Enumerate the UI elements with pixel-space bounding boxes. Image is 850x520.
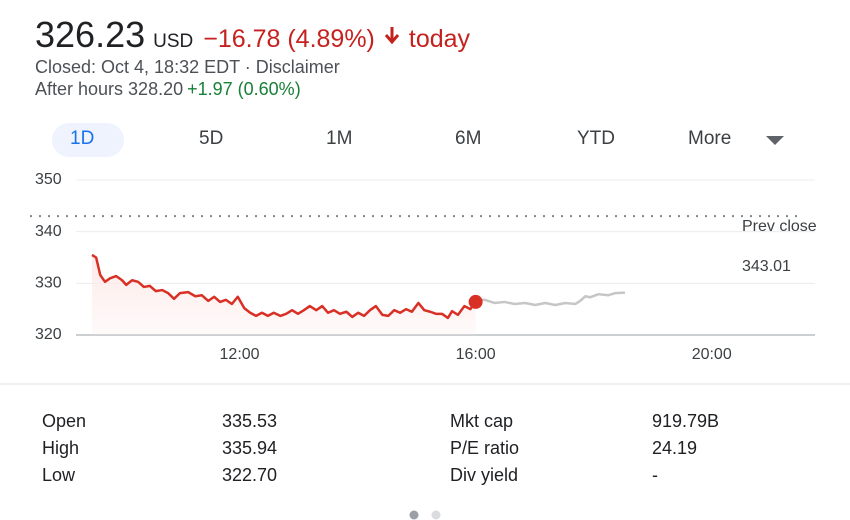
- x-tick-label: 16:00: [456, 346, 496, 363]
- stat-value: 322.70: [222, 465, 278, 485]
- stat-value: 335.53: [222, 411, 278, 431]
- price-line: [475, 291, 626, 307]
- change-period: today: [408, 25, 471, 53]
- price: 326.23: [35, 14, 146, 55]
- currency: USD: [153, 31, 194, 52]
- prev-close-label: Prev close: [742, 218, 817, 235]
- stat-value: 335.94: [222, 438, 278, 458]
- x-tick-label: 12:00: [220, 346, 260, 363]
- price-header: 326.23 USD −16.78 (4.89%) today: [35, 14, 470, 56]
- dropdown-caret: [766, 136, 784, 145]
- y-tick-label: 330: [35, 275, 62, 292]
- down-arrow-icon: [384, 27, 400, 45]
- stat-label: P/E ratio: [450, 438, 520, 458]
- range-tab[interactable]: 1M: [326, 128, 353, 149]
- range-tab[interactable]: More: [688, 128, 732, 149]
- stat-label: Low: [42, 465, 76, 485]
- pager-dot[interactable]: [431, 510, 441, 520]
- range-tab[interactable]: 1D: [70, 128, 95, 149]
- market-status[interactable]: Closed: Oct 4, 18:32 EDT · Disclaimer: [35, 57, 340, 77]
- area-fill: [92, 254, 476, 335]
- y-tick-label: 340: [35, 223, 62, 240]
- range-tab[interactable]: YTD: [577, 128, 615, 149]
- stat-label: Open: [42, 411, 87, 431]
- price-line: [91, 253, 477, 320]
- stat-value: -: [652, 465, 658, 485]
- prev-close-value: 343.01: [742, 258, 791, 275]
- y-tick-label: 350: [35, 171, 62, 188]
- range-tab[interactable]: 6M: [455, 128, 482, 149]
- price-change: −16.78 (4.89%): [203, 25, 375, 53]
- current-point: [468, 294, 483, 309]
- stat-value: 24.19: [652, 438, 698, 458]
- after-hours-change: +1.97 (0.60%): [187, 79, 301, 99]
- x-tick-label: 20:00: [692, 346, 732, 363]
- after-hours-price: After hours 328.20: [35, 79, 184, 99]
- after-hours: After hours 328.20 +1.97 (0.60%): [35, 79, 301, 100]
- y-tick-label: 320: [35, 326, 62, 343]
- stat-label: Mkt cap: [450, 411, 514, 431]
- pager-dot-active[interactable]: [409, 510, 419, 520]
- stat-value: 919.79B: [652, 411, 720, 431]
- range-tab[interactable]: 5D: [199, 128, 224, 149]
- stat-label: High: [42, 438, 80, 458]
- tab-selected-bg: [52, 123, 124, 157]
- stat-label: Div yield: [450, 465, 519, 485]
